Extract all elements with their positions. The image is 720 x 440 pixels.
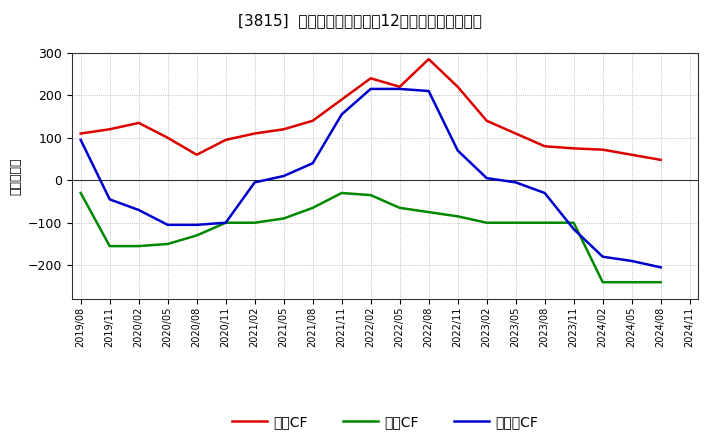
- 営業CF: [163, 135, 172, 140]
- フリーCF: [657, 265, 665, 270]
- 営業CF: [424, 56, 433, 62]
- 投資CF: [221, 220, 230, 225]
- Line: 営業CF: 営業CF: [81, 59, 661, 160]
- 投資CF: [511, 220, 520, 225]
- 営業CF: [192, 152, 201, 158]
- 投資CF: [279, 216, 288, 221]
- 投資CF: [192, 233, 201, 238]
- 営業CF: [251, 131, 259, 136]
- 投資CF: [424, 209, 433, 215]
- 営業CF: [279, 127, 288, 132]
- 営業CF: [366, 76, 375, 81]
- フリーCF: [511, 180, 520, 185]
- 投資CF: [627, 279, 636, 285]
- Legend: 営業CF, 投資CF, フリーCF: 営業CF, 投資CF, フリーCF: [227, 410, 544, 435]
- 投資CF: [541, 220, 549, 225]
- フリーCF: [279, 173, 288, 179]
- フリーCF: [454, 148, 462, 153]
- 営業CF: [627, 152, 636, 158]
- 営業CF: [135, 120, 143, 125]
- 営業CF: [105, 127, 114, 132]
- 営業CF: [657, 157, 665, 162]
- フリーCF: [163, 222, 172, 227]
- 投資CF: [163, 241, 172, 246]
- 投資CF: [76, 191, 85, 196]
- 営業CF: [511, 131, 520, 136]
- 投資CF: [135, 243, 143, 249]
- フリーCF: [424, 88, 433, 94]
- 投資CF: [105, 243, 114, 249]
- Line: フリーCF: フリーCF: [81, 89, 661, 268]
- 営業CF: [454, 84, 462, 89]
- Y-axis label: （百万円）: （百万円）: [9, 157, 22, 195]
- 営業CF: [76, 131, 85, 136]
- 投資CF: [482, 220, 491, 225]
- フリーCF: [541, 191, 549, 196]
- フリーCF: [570, 227, 578, 232]
- 投資CF: [338, 191, 346, 196]
- フリーCF: [627, 258, 636, 264]
- フリーCF: [482, 176, 491, 181]
- 営業CF: [541, 143, 549, 149]
- フリーCF: [192, 222, 201, 227]
- フリーCF: [135, 207, 143, 213]
- 投資CF: [366, 192, 375, 198]
- フリーCF: [395, 86, 404, 92]
- 営業CF: [338, 97, 346, 102]
- 営業CF: [598, 147, 607, 152]
- Text: [3815]  キャッシュフローの12か月移動合計の推移: [3815] キャッシュフローの12か月移動合計の推移: [238, 13, 482, 28]
- フリーCF: [251, 180, 259, 185]
- 投資CF: [251, 220, 259, 225]
- 投資CF: [657, 279, 665, 285]
- フリーCF: [366, 86, 375, 92]
- 投資CF: [454, 214, 462, 219]
- 投資CF: [395, 205, 404, 210]
- フリーCF: [598, 254, 607, 259]
- フリーCF: [105, 197, 114, 202]
- 投資CF: [570, 220, 578, 225]
- フリーCF: [338, 112, 346, 117]
- 営業CF: [482, 118, 491, 123]
- 営業CF: [570, 146, 578, 151]
- Line: 投資CF: 投資CF: [81, 193, 661, 282]
- 営業CF: [308, 118, 317, 123]
- 投資CF: [598, 279, 607, 285]
- 営業CF: [395, 84, 404, 89]
- 営業CF: [221, 137, 230, 143]
- 投資CF: [308, 205, 317, 210]
- フリーCF: [221, 220, 230, 225]
- フリーCF: [76, 137, 85, 143]
- フリーCF: [308, 161, 317, 166]
